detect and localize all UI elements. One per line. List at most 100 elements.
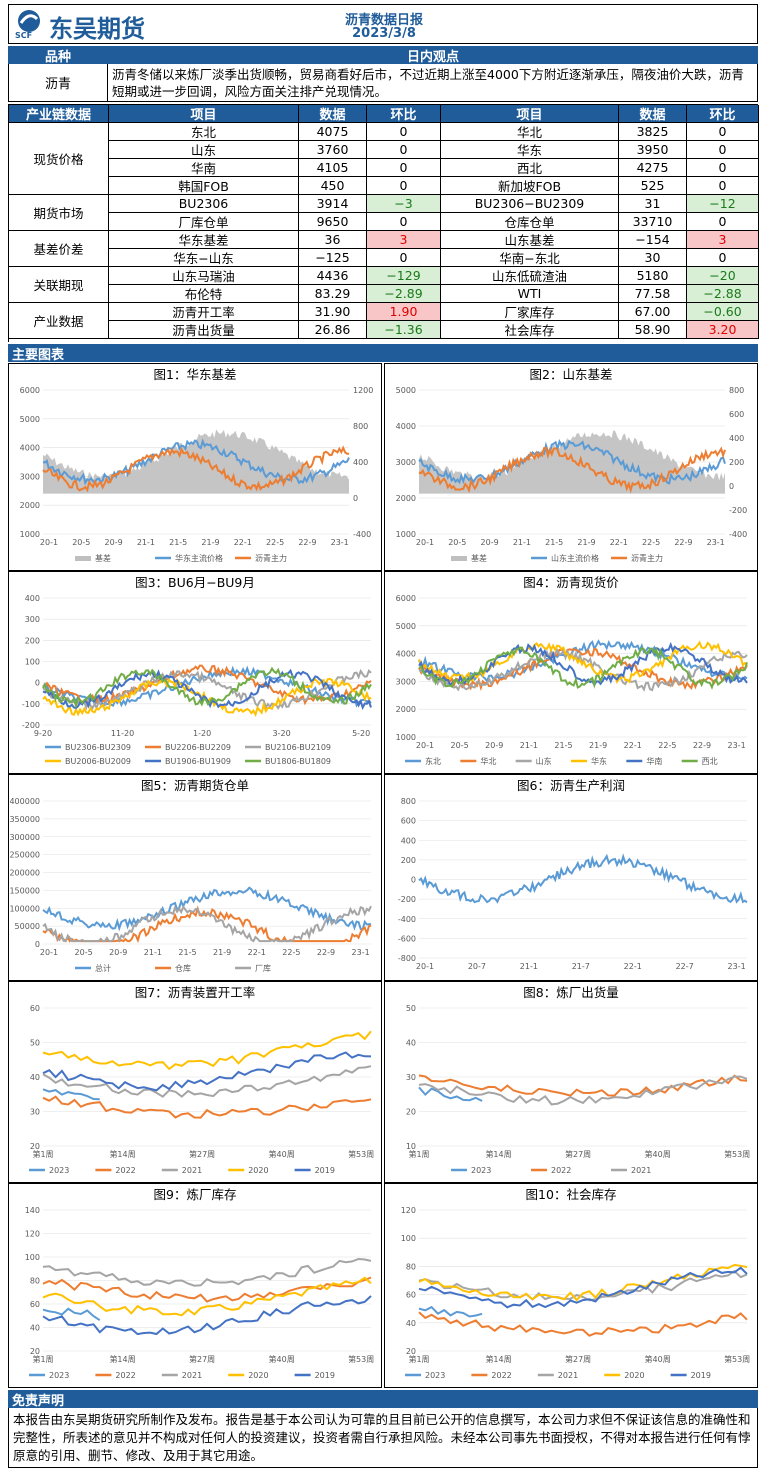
y-tick-label: 100	[401, 1234, 416, 1243]
legend-label: 2023	[49, 1371, 69, 1380]
table-item: 山东	[109, 141, 299, 159]
y-tick-label: 60	[30, 1300, 40, 1309]
y-tick-label: 6000	[20, 386, 40, 395]
legend-label: 2021	[182, 1371, 202, 1380]
x-tick-label: 22-5	[658, 741, 676, 750]
view-variety: 沥青	[8, 64, 108, 102]
legend-item: 2020	[604, 1371, 645, 1380]
legend-label: 厂库	[255, 963, 271, 973]
chart-c2: 图2：山东基差 5000 4000 3000 2000 1000 800 600 400 200 0…	[384, 363, 758, 571]
x-tick-label: 22-1	[248, 948, 266, 957]
table-item: 东北	[109, 123, 299, 141]
legend-item: 基差	[75, 553, 111, 563]
table-header-cell: 环比	[367, 105, 441, 123]
y-tick-label: 5000	[396, 622, 416, 631]
x-tick-label: 21-5	[554, 741, 572, 750]
y-tick-label: -200	[398, 895, 416, 904]
y-tick-label: 4000	[396, 422, 416, 431]
x-tick-label: 21-9	[577, 538, 595, 547]
y-tick-label: -100	[22, 700, 40, 709]
table-item: 仓库仓单	[441, 213, 619, 231]
legend-item: 2022	[95, 1371, 136, 1380]
x-tick-label: 22-9	[674, 538, 692, 547]
legend-item: 厂库	[235, 963, 271, 973]
y2-tick-label: 400	[729, 434, 744, 443]
table-change: 0	[367, 177, 441, 195]
legend-label: 东北	[425, 756, 441, 766]
y-tick-label: 400	[25, 594, 40, 603]
chart-c10: 图10：社会库存 120 100 80 60 40 20 第1周 第14周 第27周 第40周 第53…	[384, 1183, 758, 1388]
y-tick-label: -400	[398, 915, 416, 924]
chart-c6: 图6：沥青生产利润 800 600 400 200 0 -200 -400 -600 -800 20…	[384, 774, 758, 981]
table-item: 厂库仓单	[109, 213, 299, 231]
table-value: 4436	[299, 267, 367, 285]
x-tick-label: 20-9	[481, 538, 499, 547]
table-change: −129	[367, 267, 441, 285]
y2-tick-label: 600	[729, 410, 744, 419]
y-tick-label: 30	[30, 1108, 40, 1117]
legend-label: 2019	[315, 1166, 335, 1175]
legend-label: 2019	[315, 1371, 335, 1380]
y-tick-label: 100	[25, 1253, 40, 1262]
x-tick-label: 第27周	[565, 1149, 591, 1159]
x-tick-label: 第40周	[645, 1149, 671, 1159]
x-tick-label: 23-1	[331, 538, 349, 547]
y-tick-label: 5000	[396, 386, 416, 395]
x-tick-label: 20-5	[72, 538, 90, 547]
y2-tick-label: 800	[353, 422, 368, 431]
x-tick-label: 22-5	[642, 538, 660, 547]
table-change: −2.89	[367, 285, 441, 303]
y-tick-label: 200	[401, 856, 416, 865]
table-change: 0	[687, 177, 759, 195]
table-value: 3914	[299, 195, 367, 213]
x-tick-label: 23-1	[707, 538, 725, 547]
legend-item: 2019	[294, 1166, 335, 1175]
series-line-西北	[418, 646, 748, 690]
legend-label: 山东	[536, 756, 552, 766]
legend-item: 2021	[611, 1166, 651, 1175]
x-tick-label: 21-1	[520, 741, 538, 750]
table-value: 525	[619, 177, 687, 195]
series-line-山东	[418, 647, 748, 692]
x-tick-label: 22-9	[298, 538, 316, 547]
x-tick-label: 20-5	[451, 741, 469, 750]
legend-item: 2019	[670, 1371, 711, 1380]
series-line-BU1806-BU1809	[42, 666, 372, 710]
legend-label: 基差	[471, 553, 487, 563]
chart-title: 图6：沥青生产利润	[517, 777, 625, 793]
y-tick-label: 3000	[396, 458, 416, 467]
chart-title: 图3：BU6月−BU9月	[135, 574, 255, 590]
x-tick-label: 21-9	[213, 948, 231, 957]
table-change: 0	[687, 249, 759, 267]
y2-tick-label: 1200	[353, 386, 373, 395]
x-tick-label: 第27周	[189, 1149, 215, 1159]
legend-label: 2022	[115, 1166, 135, 1175]
x-tick-label: 第14周	[485, 1149, 511, 1159]
table-item: 山东低硫渣油	[441, 267, 619, 285]
legend-item: 山东	[515, 756, 552, 766]
y-tick-label: -200	[22, 721, 40, 730]
table-change: 0	[367, 249, 441, 267]
y-tick-label: 40	[406, 1039, 416, 1048]
series-line-2023	[418, 1305, 483, 1318]
chart-plot-svg: 400000 350000 300000 250000 200000 150000 1000…	[9, 797, 372, 973]
chart-title: 图8：炼厂出货量	[523, 984, 619, 1000]
y2-tick-label: 400	[353, 458, 368, 467]
table-change: 3	[367, 231, 441, 249]
table-item: 西北	[441, 159, 619, 177]
chart-title: 图9：炼厂库存	[153, 1186, 237, 1202]
legend-item: 华南	[626, 756, 662, 766]
y-tick-label: 100000	[9, 904, 40, 913]
y-tick-label: 140	[25, 1206, 40, 1215]
table-change: 3.20	[687, 321, 759, 339]
x-tick-label: 第53周	[348, 1354, 374, 1364]
x-tick-label: 1-20	[193, 729, 211, 738]
legend-label: 2021	[182, 1166, 202, 1175]
y-tick-label: 20	[406, 1347, 416, 1356]
x-tick-label: 20-9	[105, 538, 123, 547]
x-tick-label: 第14周	[109, 1149, 135, 1159]
legend-label: 华东主流价格	[175, 553, 223, 563]
table-value: 3825	[619, 123, 687, 141]
table-item: 社会库存	[441, 321, 619, 339]
